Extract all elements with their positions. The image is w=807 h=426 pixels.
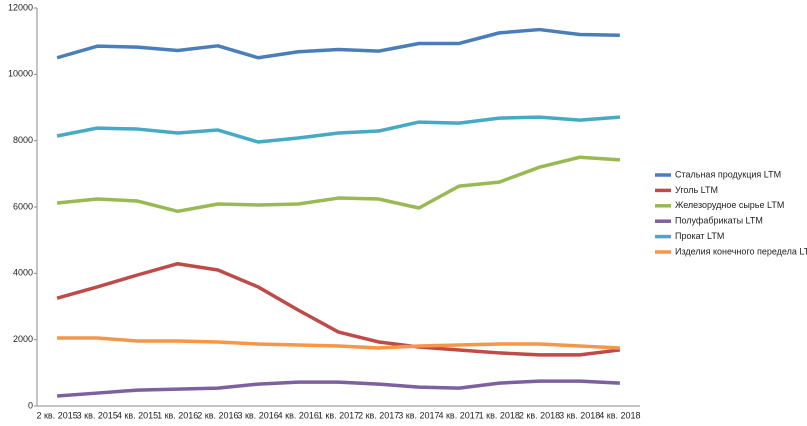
x-tick-label: 2 кв. 2015 [36, 410, 77, 420]
legend-label: Железорудное сырье LTM [675, 200, 784, 210]
legend-label: Стальная продукция LTM [675, 169, 781, 179]
legend-label: Прокат LTM [675, 231, 724, 241]
series-line [57, 336, 620, 350]
x-tick-label: 1 кв. 2017 [318, 410, 359, 420]
x-tick-label: 4 кв. 2016 [278, 410, 319, 420]
legend-label: Изделия конечного передела LTM [675, 246, 807, 256]
y-tick-label: 6000 [13, 201, 33, 211]
y-tick-label: 4000 [13, 268, 33, 278]
x-tick-label: 4 кв. 2017 [438, 410, 479, 420]
y-tick-label: 12000 [8, 2, 33, 12]
x-tick-label: 4 кв. 2015 [117, 410, 158, 420]
x-tick-label: 3 кв. 2016 [237, 410, 278, 420]
series-line [56, 115, 621, 144]
x-tick-label: 2 кв. 2016 [197, 410, 238, 420]
x-tick-label: 1 кв. 2018 [479, 410, 520, 420]
x-tick-label: 3 кв. 2015 [77, 410, 118, 420]
x-tick-label: 3 кв. 2018 [559, 410, 600, 420]
y-tick-label: 0 [28, 400, 33, 410]
y-tick-label: 8000 [13, 135, 33, 145]
x-tick-label: 3 кв. 2017 [398, 410, 439, 420]
x-tick-label: 2 кв. 2018 [519, 410, 560, 420]
x-tick-label: 4 кв. 2018 [599, 410, 640, 420]
x-tick-label: 2 кв. 2017 [358, 410, 399, 420]
legend-label: Уголь LTM [675, 185, 718, 195]
legend-label: Полуфабрикаты LTM [675, 216, 763, 226]
x-tick-label: 1 кв. 2016 [157, 410, 198, 420]
series-line [56, 155, 621, 214]
series-line [56, 379, 620, 398]
y-tick-label: 2000 [13, 334, 33, 344]
series-line [56, 261, 621, 357]
y-tick-label: 10000 [8, 69, 33, 79]
series-line [56, 27, 620, 60]
